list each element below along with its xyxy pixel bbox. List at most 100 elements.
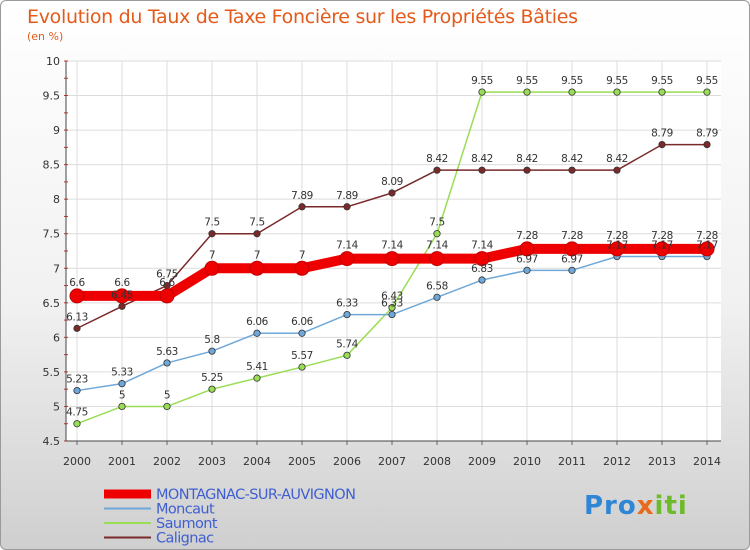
x-tick-label: 2006 [333,455,361,468]
data-point [73,420,81,428]
data-label: 9.55 [651,75,673,87]
data-point [253,230,261,238]
data-point [208,385,216,393]
data-label: 7 [254,249,260,261]
x-tick-label: 2009 [468,455,496,468]
data-label: 5.74 [336,338,358,350]
data-label: 6.6 [114,277,130,289]
data-point [298,203,306,211]
data-point [699,241,715,257]
data-label: 7.89 [336,190,358,202]
data-label: 5 [119,389,125,401]
x-tick-label: 2005 [288,455,316,468]
data-label: 5.25 [201,372,223,384]
data-label: 6.97 [516,253,538,265]
data-point [568,88,576,96]
data-label: 7.14 [336,240,358,252]
y-tick-label: 7 [53,262,60,275]
chart-title: Evolution du Taux de Taxe Foncière sur l… [27,6,578,28]
data-point [339,251,355,267]
data-label: 6.83 [471,263,493,275]
data-label: 9.55 [561,75,583,87]
data-label: 7 [299,249,305,261]
y-axis-unit: (en %) [27,30,64,43]
data-label: 5.41 [246,361,268,373]
data-point [658,88,666,96]
data-label: 7.28 [561,230,583,242]
data-point [519,241,535,257]
data-point [73,386,81,395]
y-tick-label: 6 [53,331,60,344]
data-label: 7.28 [651,230,673,242]
data-label: 6.06 [291,316,313,328]
x-tick-label: 2011 [558,455,586,468]
data-label: 8.42 [516,153,538,165]
data-point [609,241,625,257]
x-tick-label: 2007 [378,455,406,468]
legend-label: MONTAGNAC-SUR-AUVIGNON [156,487,355,503]
data-label: 6.43 [381,291,403,303]
data-label: 6.33 [336,298,358,310]
data-point [523,166,531,174]
data-label: 8.42 [561,153,583,165]
data-label: 6.45 [111,289,133,301]
data-point [478,88,486,96]
data-label: 6.75 [156,269,178,281]
data-point [343,310,351,319]
data-point [523,88,531,96]
data-point [298,329,306,337]
data-label: 7.14 [381,240,403,252]
data-label: 8.42 [426,153,448,165]
data-label: 5.63 [156,346,178,358]
data-point [658,141,666,149]
data-point [388,304,396,312]
data-point [159,288,175,304]
data-point [478,166,486,174]
data-label: 8.09 [381,176,403,188]
data-point [433,293,441,301]
y-tick-label: 9 [53,124,60,137]
data-label: 5.33 [111,367,133,379]
data-point [388,310,396,319]
y-tick-label: 9.5 [43,90,61,103]
data-label: 5 [164,389,170,401]
data-label: 9.55 [516,75,538,87]
x-tick-label: 2000 [63,455,91,468]
data-point [613,166,621,174]
x-tick-label: 2002 [153,455,181,468]
data-point [343,351,351,359]
data-point [208,347,216,355]
data-point [118,302,126,310]
data-label: 7.5 [429,217,445,229]
y-tick-label: 6.5 [43,297,61,310]
data-point [433,166,441,174]
data-label: 7 [209,249,215,261]
data-label: 7.28 [696,230,718,242]
data-label: 6.97 [561,253,583,265]
data-label: 7.5 [204,217,220,229]
data-label: 7.5 [249,217,265,229]
data-label: 4.75 [66,407,88,419]
data-label: 8.42 [606,153,628,165]
data-label: 7.17 [696,240,718,252]
data-label: 6.13 [66,311,88,323]
data-label: 9.55 [471,75,493,87]
data-label: 6.06 [246,316,268,328]
data-label: 6.6 [159,277,175,289]
y-tick-label: 10 [46,55,60,68]
y-tick-label: 5.5 [43,366,61,379]
data-label: 8.79 [696,128,718,140]
y-tick-label: 8 [53,193,60,206]
data-point [568,166,576,174]
x-tick-label: 2013 [648,455,676,468]
data-point [478,276,486,284]
x-tick-label: 2012 [603,455,631,468]
data-label: 7.89 [291,190,313,202]
data-label: 7.14 [426,240,448,252]
x-tick-label: 2008 [423,455,451,468]
data-point [73,324,81,332]
data-point [613,88,621,96]
data-label: 7.17 [606,240,628,252]
